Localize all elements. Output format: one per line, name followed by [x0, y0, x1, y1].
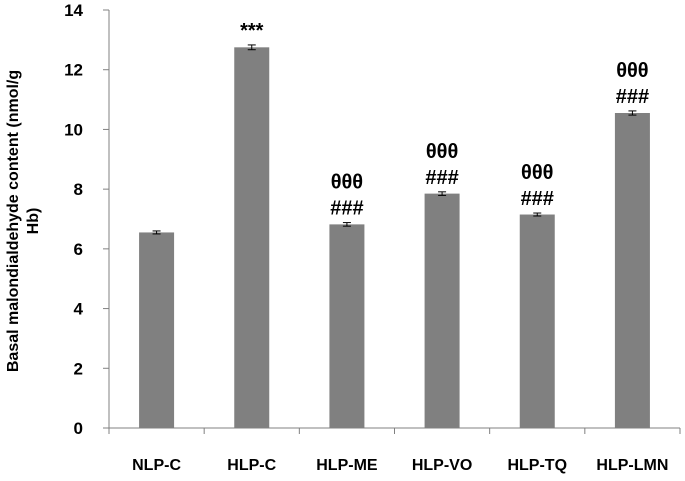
x-tick-label: HLP-C	[227, 457, 276, 474]
significance-label: ***	[240, 20, 264, 42]
significance-label: θθθ	[521, 162, 553, 184]
significance-label: θθθ	[331, 172, 363, 194]
y-axis-title-line-1: Basal malondialdehyde content (nmol/g	[5, 70, 22, 372]
significance-label: ###	[425, 167, 458, 189]
y-tick-label: 4	[74, 300, 84, 319]
y-tick-label: 10	[64, 120, 83, 139]
y-axis-title: Basal malondialdehyde content (nmol/g Hb…	[5, 70, 42, 372]
bar	[139, 232, 175, 428]
significance-label: θθθ	[616, 60, 648, 82]
significance-label: ###	[521, 188, 554, 210]
y-tick-label: 0	[74, 419, 83, 438]
bar	[519, 214, 555, 428]
significance-label: ###	[616, 86, 649, 108]
bar	[614, 113, 650, 428]
x-tick-label: NLP-C	[132, 457, 181, 474]
significance-label: ###	[330, 198, 363, 220]
y-tick-label: 2	[74, 359, 83, 378]
bar	[424, 193, 460, 428]
x-tick-label: HLP-TQ	[507, 457, 567, 474]
x-tick-label: HLP-LMN	[596, 457, 668, 474]
y-tick-label: 8	[74, 180, 83, 199]
y-axis-title-line-2: Hb)	[25, 208, 42, 235]
bar	[329, 224, 365, 428]
x-tick-label: HLP-ME	[316, 457, 378, 474]
x-tick-label: HLP-VO	[412, 457, 472, 474]
bar	[234, 47, 270, 428]
y-tick-label: 6	[74, 240, 83, 259]
y-tick-label: 14	[64, 1, 83, 20]
significance-label: θθθ	[426, 141, 458, 163]
y-tick-label: 12	[64, 61, 83, 80]
